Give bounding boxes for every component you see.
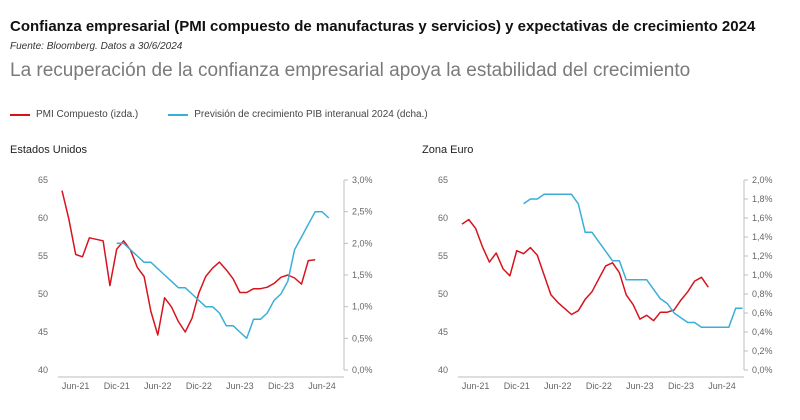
us-x-tick: Jun-24 (308, 381, 336, 391)
ez-y-right-tick: 1,6% (752, 213, 773, 223)
us-series-pmi-line (61, 190, 316, 336)
ez-series-gdp-line (523, 193, 743, 329)
ez-y-left-tick: 45 (438, 327, 448, 337)
source-note: Fuente: Bloomberg. Datos a 30/6/2024 (10, 41, 183, 52)
us-y-left-tick: 65 (38, 175, 48, 185)
ez-y-right-tick: 1,0% (752, 270, 773, 280)
us-y-left-tick: 45 (38, 327, 48, 337)
us-chart: 40 45 50 55 60 65 0,0% 0,5% 1,0% 1,5% 2,0% 2,5% 3,0%… (38, 175, 373, 391)
chart-title: Confianza empresarial (PMI compuesto de … (10, 18, 756, 35)
ez-chart: 40 45 50 55 60 65 0,0% 0,2% 0,4% 0,6% 0,8% 1,0% 1,2%… (438, 175, 773, 391)
legend-swatch-pmi (10, 113, 30, 116)
ez-y-right-tick: 1,8% (752, 194, 773, 204)
ez-y-right-tick: 2,0% (752, 175, 773, 185)
chart-subtitle: La recuperación de la confianza empresar… (10, 60, 691, 81)
us-y-right-tick: 0,0% (352, 365, 373, 375)
ez-y-right-tick: 0,8% (752, 289, 773, 299)
us-y-right-tick: 1,0% (352, 302, 373, 312)
us-x-tick: Dic-22 (186, 381, 212, 391)
us-y-left-tick: 60 (38, 213, 48, 223)
us-x-tick: Jun-21 (62, 381, 90, 391)
legend: PMI Compuesto (izda.) Previsión de creci… (10, 109, 458, 120)
ez-x-tick: Jun-24 (708, 381, 736, 391)
ez-x-tick: Dic-23 (668, 381, 694, 391)
us-y-left-tick: 50 (38, 289, 48, 299)
ez-series-pmi-line (461, 218, 709, 322)
ez-y-left-tick: 40 (438, 365, 448, 375)
legend-label-pmi: PMI Compuesto (izda.) (36, 109, 139, 120)
legend-item-pmi: PMI Compuesto (izda.) (10, 109, 138, 120)
us-x-tick: Dic-21 (104, 381, 130, 391)
us-x-tick: Jun-22 (144, 381, 172, 391)
us-y-left-tick: 55 (38, 251, 48, 261)
us-y-right-tick: 2,0% (352, 238, 373, 248)
legend-swatch-gdp (168, 113, 189, 116)
legend-item-gdp: Previsión de crecimiento PIB interanual … (168, 109, 428, 120)
us-y-right-tick: 0,5% (352, 333, 373, 343)
legend-label-gdp: Previsión de crecimiento PIB interanual … (194, 109, 428, 120)
ez-x-tick: Jun-21 (462, 381, 490, 391)
us-x-tick: Jun-23 (226, 381, 254, 391)
ez-y-right-tick: 0,2% (752, 346, 773, 356)
ez-x-tick: Dic-21 (504, 381, 530, 391)
ez-chart-title: Zona Euro (422, 144, 474, 156)
us-y-right-tick: 1,5% (352, 270, 373, 280)
ez-y-right-tick: 0,6% (752, 308, 773, 318)
ez-y-right-tick: 1,4% (752, 232, 773, 242)
ez-y-left-tick: 55 (438, 251, 448, 261)
ez-x-tick: Jun-23 (626, 381, 654, 391)
ez-y-left-tick: 50 (438, 289, 448, 299)
ez-y-right-tick: 0,0% (752, 365, 773, 375)
ez-y-right-tick: 0,4% (752, 327, 773, 337)
us-y-right-tick: 3,0% (352, 175, 373, 185)
ez-y-right-tick: 1,2% (752, 251, 773, 261)
ez-y-left-tick: 60 (438, 213, 448, 223)
ez-x-tick: Dic-22 (586, 381, 612, 391)
us-chart-title: Estados Unidos (10, 144, 88, 156)
us-y-right-tick: 2,5% (352, 207, 373, 217)
us-series-gdp-line (116, 210, 330, 340)
ez-y-left-tick: 65 (438, 175, 448, 185)
us-y-left-tick: 40 (38, 365, 48, 375)
us-x-tick: Dic-23 (268, 381, 294, 391)
ez-x-tick: Jun-22 (544, 381, 572, 391)
